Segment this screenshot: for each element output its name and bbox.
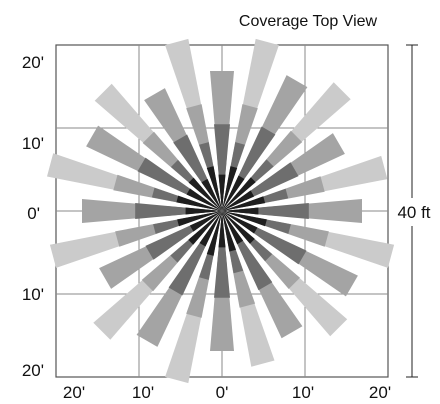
coverage-wedge-core xyxy=(188,211,222,245)
coverage-wedge-core xyxy=(186,188,222,211)
coverage-wedge-core xyxy=(177,211,222,227)
coverage-wedge-core xyxy=(189,211,222,232)
y-tick-label: 10' xyxy=(22,285,44,304)
x-tick-label: 10' xyxy=(292,383,314,402)
x-tick-label: 10' xyxy=(132,383,154,402)
coverage-wedge-core xyxy=(222,190,255,211)
coverage-wedge-core xyxy=(222,166,238,211)
dimension-indicator: 40 ft xyxy=(394,44,434,378)
coverage-wedge-core xyxy=(222,211,244,245)
coverage-wedge-core xyxy=(188,177,222,211)
coverage-wedge-core xyxy=(201,178,222,211)
diagram-title: Coverage Top View xyxy=(239,13,378,30)
coverage-wedge-core xyxy=(206,211,222,256)
coverage-wedge-core xyxy=(222,196,266,211)
coverage-pattern xyxy=(47,38,395,384)
dimension-label: 40 ft xyxy=(397,203,430,222)
x-tick-label: 20' xyxy=(369,383,391,402)
coverage-wedge-core xyxy=(199,211,222,247)
y-tick-label: 10' xyxy=(22,134,44,153)
coverage-wedge-core xyxy=(222,211,267,227)
x-axis-labels: 20' 10' 0' 10' 20' xyxy=(63,383,391,402)
x-tick-label: 20' xyxy=(63,383,85,402)
coverage-wedge-core xyxy=(176,195,222,211)
coverage-wedge-core xyxy=(222,211,236,252)
coverage-wedge-core xyxy=(218,211,226,248)
coverage-wedge-core xyxy=(206,166,222,211)
coverage-wedge-core xyxy=(222,175,245,211)
coverage-wedge-core xyxy=(222,177,256,211)
y-tick-label: 20' xyxy=(22,361,44,380)
coverage-wedge-core xyxy=(222,211,255,244)
x-tick-label: 0' xyxy=(216,383,229,402)
coverage-wedge-core xyxy=(222,207,259,215)
coverage-wedge-core xyxy=(222,211,258,234)
coverage-wedge-core xyxy=(218,174,226,211)
y-axis-labels: 20' 10' 0' 10' 20' xyxy=(22,53,44,380)
dimension-label-bg xyxy=(394,200,434,224)
y-tick-label: 0' xyxy=(27,204,40,223)
coverage-wedge-core xyxy=(185,207,222,215)
y-tick-label: 20' xyxy=(22,53,44,72)
